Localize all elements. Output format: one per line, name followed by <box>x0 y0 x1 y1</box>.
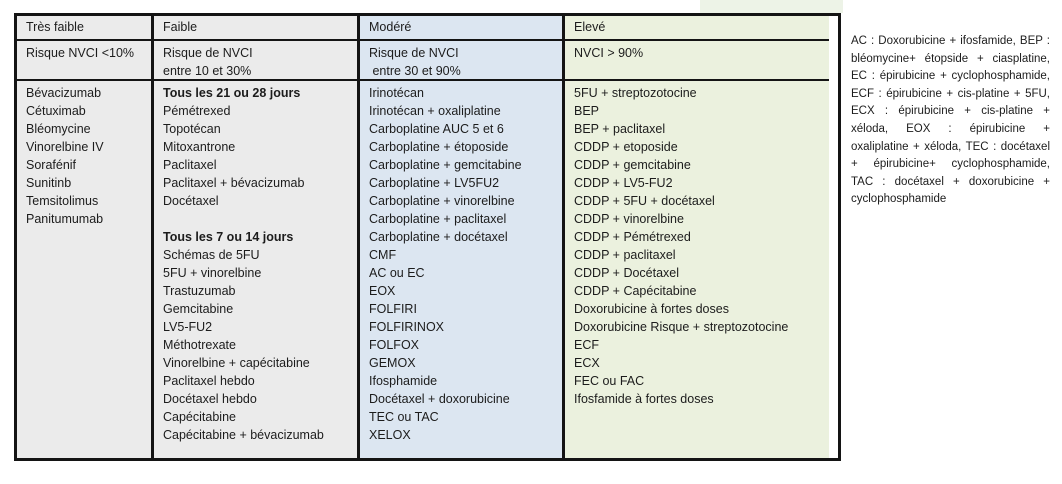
risk-line: entre 10 et 30% <box>163 64 252 78</box>
green-artifact-strip <box>700 0 843 13</box>
regimen-item: Docétaxel <box>163 194 219 208</box>
regimen-item: Sunitinb <box>26 176 72 190</box>
regimen-item: CDDP + gemcitabine <box>574 158 691 172</box>
regimen-item: GEMOX <box>369 356 416 370</box>
regimen-item: Pémétrexed <box>163 104 231 118</box>
regimen-item: Paclitaxel <box>163 158 217 172</box>
regimen-item: BEP + paclitaxel <box>574 122 666 136</box>
regimen-item: CMF <box>369 248 397 262</box>
regimen-item: LV5-FU2 <box>163 320 213 334</box>
risk-description-eleve: NVCI > 90% <box>565 41 829 81</box>
regimen-item: CDDP + etoposide <box>574 140 678 154</box>
regimen-item: BEP <box>574 104 600 118</box>
regimen-item: FEC ou FAC <box>574 374 645 388</box>
regimen-item: CDDP + Docétaxel <box>574 266 680 280</box>
regimen-item: 5FU + vinorelbine <box>163 266 262 280</box>
regimen-item: Docétaxel hebdo <box>163 392 257 406</box>
regimen-item: Paclitaxel + bévacizumab <box>163 176 305 190</box>
regimen-item: FOLFIRINOX <box>369 320 445 334</box>
regimen-item: Capécitabine + bévacizumab <box>163 428 324 442</box>
regimen-item: Tous les 21 ou 28 jours <box>163 86 301 100</box>
regimen-item: Sorafénif <box>26 158 77 172</box>
regimen-item: Bévacizumab <box>26 86 102 100</box>
regimen-item: Ifosfamide à fortes doses <box>574 392 714 406</box>
risk-description-modere: Risque de NVCI entre 30 et 90% <box>360 41 562 81</box>
regimen-item: CDDP + LV5-FU2 <box>574 176 673 190</box>
regimen-item: Vinorelbine IV <box>26 140 104 154</box>
column-eleve: Elevé NVCI > 90% 5FU + streptozotocine BEP B… <box>562 16 829 458</box>
regimen-item: Irinotécan <box>369 86 424 100</box>
regimen-item: Bléomycine <box>26 122 91 136</box>
abbreviations-legend: AC : Doxorubicine + ifosfamide, BEP : bl… <box>851 35 1050 206</box>
list-spacer <box>163 210 355 228</box>
regimen-item: AC ou EC <box>369 266 425 280</box>
regimen-item: Doxorubicine Risque + streptozotocine <box>574 320 789 334</box>
regimen-item: ECF <box>574 338 599 352</box>
regimen-list-eleve: 5FU + streptozotocine BEP BEP + paclitaxel… <box>565 81 829 458</box>
regimen-item: Ifosphamide <box>369 374 438 388</box>
column-header-modere: Modéré <box>360 16 562 41</box>
risk-description-faible: Risque de NVCI entre 10 et 30% <box>154 41 357 81</box>
column-header-eleve: Elevé <box>565 16 829 41</box>
regimen-item: Tous les 7 ou 14 jours <box>163 230 294 244</box>
regimen-item: Carboplatine + gemcitabine <box>369 158 522 172</box>
regimen-item: Cétuximab <box>26 104 86 118</box>
regimen-item: FOLFOX <box>369 338 420 352</box>
regimen-item: EOX <box>369 284 396 298</box>
risk-line: NVCI > 90% <box>574 46 644 60</box>
regimen-item: Gemcitabine <box>163 302 234 316</box>
regimen-list-tres-faible: Bévacizumab Cétuximab Bléomycine Vinorelbin… <box>17 81 151 458</box>
regimen-item: Carboplatine + vinorelbine <box>369 194 515 208</box>
regimen-item: Temsitolimus <box>26 194 99 208</box>
regimen-item: XELOX <box>369 428 411 442</box>
regimen-item: Doxorubicine à fortes doses <box>574 302 729 316</box>
regimen-item: CDDP + Capécitabine <box>574 284 697 298</box>
regimen-list-faible: Tous les 21 ou 28 jours Pémétrexed Topotéc… <box>154 81 357 458</box>
regimen-item: Panitumumab <box>26 212 104 226</box>
regimen-item: CDDP + paclitaxel <box>574 248 676 262</box>
risk-line: entre 30 et 90% <box>369 64 461 78</box>
regimen-item: CDDP + Pémétrexed <box>574 230 691 244</box>
regimen-item: Carboplatine + paclitaxel <box>369 212 507 226</box>
regimen-item: Carboplatine AUC 5 et 6 <box>369 122 504 136</box>
risk-line: Risque de NVCI <box>163 46 253 60</box>
column-header-tres-faible: Très faible <box>17 16 151 41</box>
risk-line: Risque NVCI <10% <box>26 46 135 60</box>
column-faible: Faible Risque de NVCI entre 10 et 30% Tous … <box>151 16 357 458</box>
regimen-item: Vinorelbine + capécitabine <box>163 356 310 370</box>
risk-line: Risque de NVCI <box>369 46 459 60</box>
regimen-item: Irinotécan + oxaliplatine <box>369 104 501 118</box>
regimen-item: CDDP + 5FU + docétaxel <box>574 194 715 208</box>
risk-table: Très faible Risque NVCI <10% Bévacizumab Cé… <box>14 13 841 461</box>
regimen-item: TEC ou TAC <box>369 410 439 424</box>
regimen-item: Carboplatine + étoposide <box>369 140 509 154</box>
regimen-item: FOLFIRI <box>369 302 417 316</box>
regimen-item: Capécitabine <box>163 410 236 424</box>
regimen-list-modere: Irinotécan Irinotécan + oxaliplatine Carbo… <box>360 81 562 458</box>
regimen-item: Mitoxantrone <box>163 140 236 154</box>
regimen-item: Paclitaxel hebdo <box>163 374 255 388</box>
risk-description-tres-faible: Risque NVCI <10% <box>17 41 151 81</box>
regimen-item: CDDP + vinorelbine <box>574 212 684 226</box>
regimen-item: Méthotrexate <box>163 338 236 352</box>
regimen-item: Carboplatine + LV5FU2 <box>369 176 500 190</box>
column-tres-faible: Très faible Risque NVCI <10% Bévacizumab Cé… <box>17 16 151 458</box>
regimen-item: Carboplatine + docétaxel <box>369 230 508 244</box>
column-modere: Modéré Risque de NVCI entre 30 et 90% Irin… <box>357 16 562 458</box>
regimen-item: ECX <box>574 356 600 370</box>
regimen-item: Docétaxel + doxorubicine <box>369 392 510 406</box>
column-header-faible: Faible <box>154 16 357 41</box>
regimen-item: Topotécan <box>163 122 221 136</box>
regimen-item: Trastuzumab <box>163 284 236 298</box>
regimen-item: 5FU + streptozotocine <box>574 86 697 100</box>
regimen-item: Schémas de 5FU <box>163 248 260 262</box>
